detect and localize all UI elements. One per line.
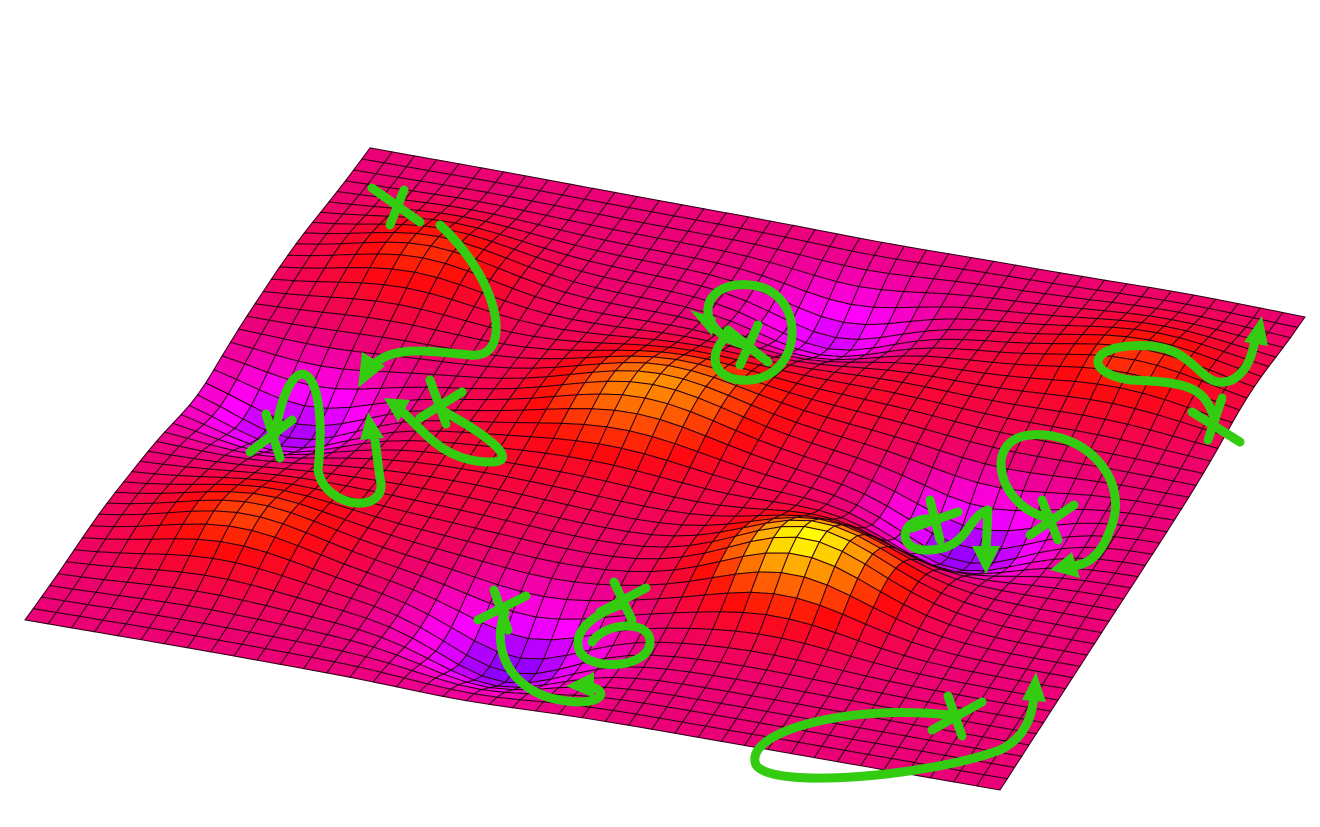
trajectory — [750, 685, 1039, 783]
trajectory — [363, 220, 501, 377]
surface-mesh — [24, 147, 1306, 791]
cross-marker — [1037, 495, 1063, 545]
arrow-head — [972, 546, 1000, 574]
trajectory — [496, 607, 606, 707]
trajectory — [996, 430, 1120, 571]
arrow-head — [384, 398, 410, 422]
trajectory — [573, 599, 655, 669]
cross-marker — [261, 409, 285, 463]
arrow-head — [690, 310, 716, 336]
cross-marker — [385, 185, 409, 230]
cross-marker — [925, 495, 945, 545]
arrow-head — [1244, 316, 1268, 346]
cross-marker — [609, 577, 637, 625]
trajectory — [703, 280, 797, 385]
cross-marker — [1203, 393, 1227, 445]
trajectory — [1093, 331, 1261, 425]
cross-marker — [735, 320, 763, 370]
arrow-head — [1050, 552, 1080, 578]
trajectory — [270, 369, 386, 508]
cross-marker — [425, 375, 451, 429]
arrow-head — [1022, 672, 1046, 702]
arrow-head — [360, 412, 384, 440]
cross-marker — [489, 585, 513, 635]
mesh-cell — [975, 774, 1009, 791]
trajectories — [245, 183, 1268, 783]
arrow-head — [358, 352, 385, 388]
trajectory — [393, 403, 508, 467]
cross-marker — [943, 691, 967, 741]
arrow-head — [566, 672, 594, 698]
